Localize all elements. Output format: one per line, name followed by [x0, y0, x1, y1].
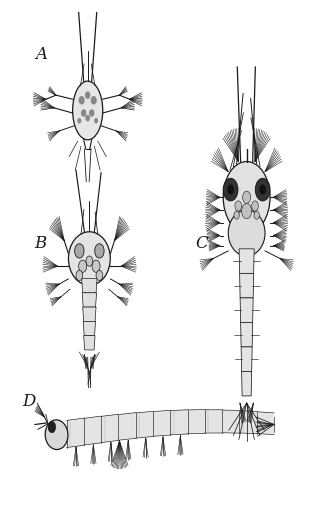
Polygon shape: [84, 336, 95, 350]
Polygon shape: [187, 410, 205, 434]
Polygon shape: [240, 298, 253, 323]
Circle shape: [76, 270, 83, 281]
Circle shape: [86, 116, 89, 121]
Polygon shape: [170, 410, 187, 435]
Circle shape: [243, 191, 251, 203]
Ellipse shape: [223, 162, 270, 233]
Ellipse shape: [73, 81, 103, 140]
Circle shape: [78, 119, 81, 123]
Circle shape: [242, 203, 252, 219]
Ellipse shape: [45, 420, 68, 450]
Circle shape: [252, 201, 258, 211]
Polygon shape: [241, 347, 252, 371]
Circle shape: [235, 201, 242, 211]
Polygon shape: [240, 273, 254, 298]
Polygon shape: [241, 323, 253, 347]
Circle shape: [91, 97, 96, 104]
Circle shape: [259, 184, 266, 195]
Polygon shape: [67, 418, 84, 447]
Polygon shape: [136, 411, 153, 438]
Polygon shape: [84, 416, 101, 445]
Circle shape: [48, 421, 55, 433]
Text: D: D: [23, 393, 36, 410]
Circle shape: [79, 97, 84, 104]
Circle shape: [82, 110, 86, 116]
Circle shape: [95, 119, 97, 123]
Circle shape: [95, 244, 104, 258]
Polygon shape: [222, 410, 240, 433]
Polygon shape: [119, 413, 136, 440]
Polygon shape: [153, 410, 170, 436]
Polygon shape: [257, 412, 274, 435]
Circle shape: [234, 211, 239, 219]
Circle shape: [75, 244, 84, 258]
Circle shape: [90, 110, 94, 116]
Polygon shape: [101, 414, 119, 442]
Circle shape: [227, 184, 234, 195]
Ellipse shape: [228, 210, 265, 256]
Polygon shape: [83, 307, 96, 322]
Polygon shape: [242, 371, 252, 396]
Polygon shape: [239, 249, 254, 273]
Circle shape: [79, 260, 87, 272]
Circle shape: [92, 260, 100, 272]
Circle shape: [86, 92, 90, 98]
Text: C: C: [195, 234, 208, 252]
Polygon shape: [240, 411, 257, 434]
Text: A: A: [35, 46, 47, 63]
Circle shape: [223, 178, 238, 201]
Circle shape: [255, 178, 270, 201]
Polygon shape: [205, 410, 222, 433]
Polygon shape: [83, 322, 95, 336]
Ellipse shape: [69, 232, 110, 285]
Circle shape: [86, 256, 93, 266]
Text: B: B: [35, 234, 47, 252]
Circle shape: [96, 270, 103, 281]
Circle shape: [254, 211, 259, 219]
Polygon shape: [82, 293, 96, 307]
Polygon shape: [82, 279, 97, 293]
